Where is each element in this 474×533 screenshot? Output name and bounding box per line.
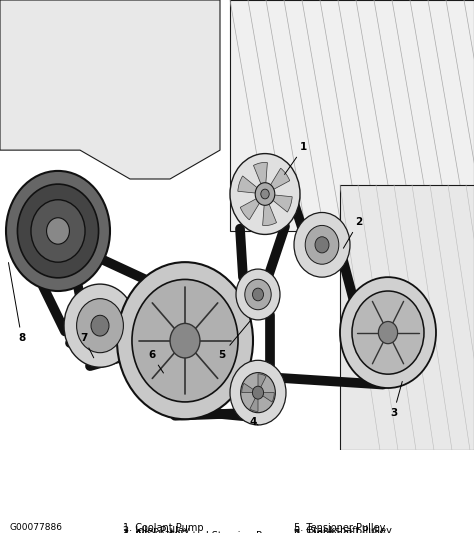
Wedge shape: [265, 194, 292, 212]
Wedge shape: [258, 393, 274, 402]
Text: 3. Alternator: 3. Alternator: [123, 529, 184, 533]
Text: 2: 2: [343, 217, 362, 248]
Text: 3: 3: [390, 382, 402, 418]
Text: 8: 8: [9, 263, 25, 343]
Circle shape: [170, 324, 200, 358]
Circle shape: [378, 321, 398, 344]
Circle shape: [31, 200, 85, 262]
Text: 4: 4: [250, 417, 258, 427]
Wedge shape: [258, 374, 266, 393]
Text: 8. A/C Compressor: 8. A/C Compressor: [294, 531, 384, 533]
Text: 7. Tensioner Pulley: 7. Tensioner Pulley: [294, 529, 385, 533]
Circle shape: [245, 279, 271, 310]
Text: 1: 1: [284, 142, 307, 174]
Circle shape: [252, 386, 264, 399]
Text: 2. Idler Pulley: 2. Idler Pulley: [123, 526, 190, 533]
Circle shape: [117, 262, 253, 419]
Circle shape: [46, 218, 69, 244]
Wedge shape: [263, 194, 276, 225]
Wedge shape: [254, 163, 267, 194]
Text: 6. Crankshaft Pulley: 6. Crankshaft Pulley: [294, 526, 392, 533]
Circle shape: [253, 288, 264, 301]
Wedge shape: [238, 176, 265, 194]
Circle shape: [352, 291, 424, 374]
Wedge shape: [250, 393, 258, 411]
Circle shape: [305, 225, 339, 264]
Circle shape: [6, 171, 110, 291]
Wedge shape: [265, 168, 290, 194]
Circle shape: [340, 277, 436, 388]
Text: 6: 6: [148, 350, 164, 373]
Text: G00077886: G00077886: [9, 523, 63, 532]
Text: 5. Tensioner Pulley: 5. Tensioner Pulley: [294, 523, 385, 533]
Circle shape: [230, 360, 286, 425]
Circle shape: [91, 316, 109, 336]
Circle shape: [64, 284, 136, 367]
Circle shape: [18, 184, 99, 278]
Wedge shape: [240, 194, 265, 220]
Circle shape: [77, 298, 123, 353]
Text: 4. Power Assisted Steering Pump: 4. Power Assisted Steering Pump: [123, 531, 284, 533]
Polygon shape: [0, 0, 220, 179]
Text: 5: 5: [218, 320, 251, 360]
Wedge shape: [242, 383, 258, 393]
Circle shape: [294, 213, 350, 277]
Circle shape: [261, 189, 269, 199]
Circle shape: [255, 183, 275, 205]
Circle shape: [315, 237, 329, 253]
FancyBboxPatch shape: [230, 0, 474, 231]
Text: 7: 7: [80, 333, 94, 358]
Circle shape: [241, 373, 275, 413]
Text: 1. Coolant Pump: 1. Coolant Pump: [123, 523, 204, 533]
Circle shape: [230, 154, 300, 235]
Circle shape: [236, 269, 280, 320]
FancyBboxPatch shape: [340, 185, 474, 450]
Circle shape: [132, 279, 238, 402]
